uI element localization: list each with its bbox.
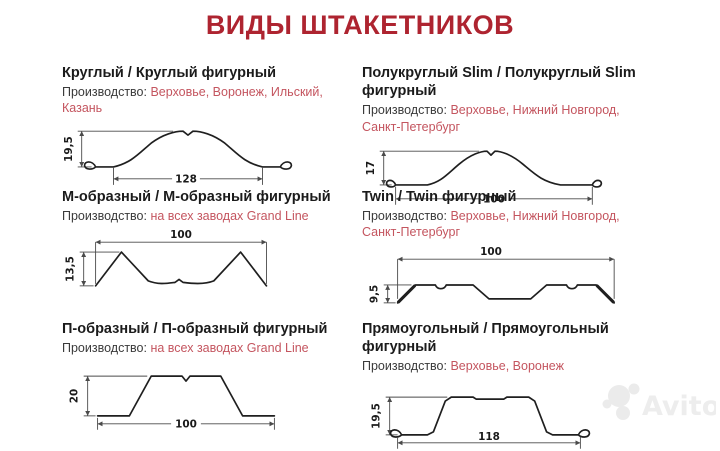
production-label: Производство: [362, 103, 447, 118]
profile-drawing-semiround-slim: 17 100 [365, 150, 603, 205]
dim-height-label: 19,5 [371, 403, 383, 429]
dim-width-label: 100 [483, 193, 505, 205]
panel-semiround-slim: Полукруглый Slim / Полукруглый Slim фигу… [340, 64, 660, 211]
picket-profile [83, 129, 293, 170]
profile-drawing-twin: 100 9,5 [369, 246, 616, 304]
production-label: Производство: [62, 341, 147, 356]
panel-round-production: Производство: Верховье, Воронеж, Ильский… [62, 84, 336, 117]
panel-twin-title: Twin / Twin фигурный [362, 189, 517, 205]
picket-profile [94, 251, 268, 288]
panel-twin: Twin / Twin фигурный Производство: Верхо… [340, 188, 660, 317]
panel-rectangular-title: Прямоугольный / Прямоугольный фигурный [362, 321, 609, 356]
dim-height-label: 9,5 [369, 284, 381, 302]
dim-height-label: 17 [365, 161, 377, 176]
dim-width-label: 128 [175, 173, 197, 185]
production-value: Верховье, Воронеж [450, 359, 564, 374]
profile-drawing-m-shaped: 100 13,5 [65, 230, 268, 288]
production-value: Верховье, Воронеж, Ильский, Казань [62, 85, 323, 116]
dim-width-label: 118 [478, 430, 500, 442]
dim-width-label: 100 [170, 230, 192, 242]
dim-height-label: 20 [69, 389, 81, 404]
panel-round-title: Круглый / Круглый фигурный [62, 65, 277, 81]
production-label: Производство: [62, 85, 147, 100]
production-label: Производство: [362, 359, 447, 374]
dim-height-label: 19,5 [63, 136, 75, 162]
panel-p-shaped-title: П-образный / П-образный фигурный [62, 321, 328, 337]
picket-hem-edges [397, 284, 615, 304]
dim-width-label: 100 [480, 246, 502, 258]
panel-semiround-slim-production: Производство: Верховье, Нижний Новгород,… [362, 102, 660, 135]
production-value: на всех заводах Grand Line [150, 209, 309, 224]
panel-rectangular-production: Производство: Верховье, Воронеж [362, 358, 660, 374]
production-value: Верховье, Нижний Новгород, Санкт-Петербу… [362, 209, 620, 240]
panel-m-shaped-title: М-образный / М-образный фигурный [62, 189, 331, 205]
picket-profile [396, 283, 616, 304]
panel-m-shaped-production: Производство: на всех заводах Grand Line [62, 208, 336, 224]
panel-round: Круглый / Круглый фигурный Производство:… [36, 64, 336, 193]
panel-p-shaped-production: Производство: на всех заводах Grand Line [62, 340, 336, 356]
production-label: Производство: [362, 209, 447, 224]
production-value: на всех заводах Grand Line [150, 341, 309, 356]
avito-watermark-text: Avito [642, 391, 716, 422]
panel-semiround-slim-title: Полукруглый Slim / Полукруглый Slim фигу… [362, 65, 636, 100]
picket-profile [385, 150, 603, 188]
dim-height-label: 13,5 [65, 256, 77, 282]
panel-p-shaped: П-образный / П-образный фигурный Произво… [36, 320, 336, 432]
dim-width-label: 100 [175, 419, 197, 431]
profile-drawing-p-shaped: 20 100 [69, 375, 276, 431]
panel-twin-production: Производство: Верховье, Нижний Новгород,… [362, 208, 660, 241]
avito-watermark: Avito [602, 383, 716, 422]
profile-drawing-round: 19,5 128 [63, 129, 293, 185]
panel-m-shaped: М-образный / М-образный фигурный Произво… [36, 188, 336, 300]
production-value: Верховье, Нижний Новгород, Санкт-Петербу… [362, 103, 620, 134]
page-title: ВИДЫ ШТАКЕТНИКОВ [205, 10, 515, 40]
picket-profile [96, 375, 276, 418]
production-label: Производство: [62, 209, 147, 224]
infographic-canvas: ВИДЫ ШТАКЕТНИКОВ Круглый / Круглый фигур… [36, 10, 716, 449]
avito-logo-icon [602, 383, 640, 420]
